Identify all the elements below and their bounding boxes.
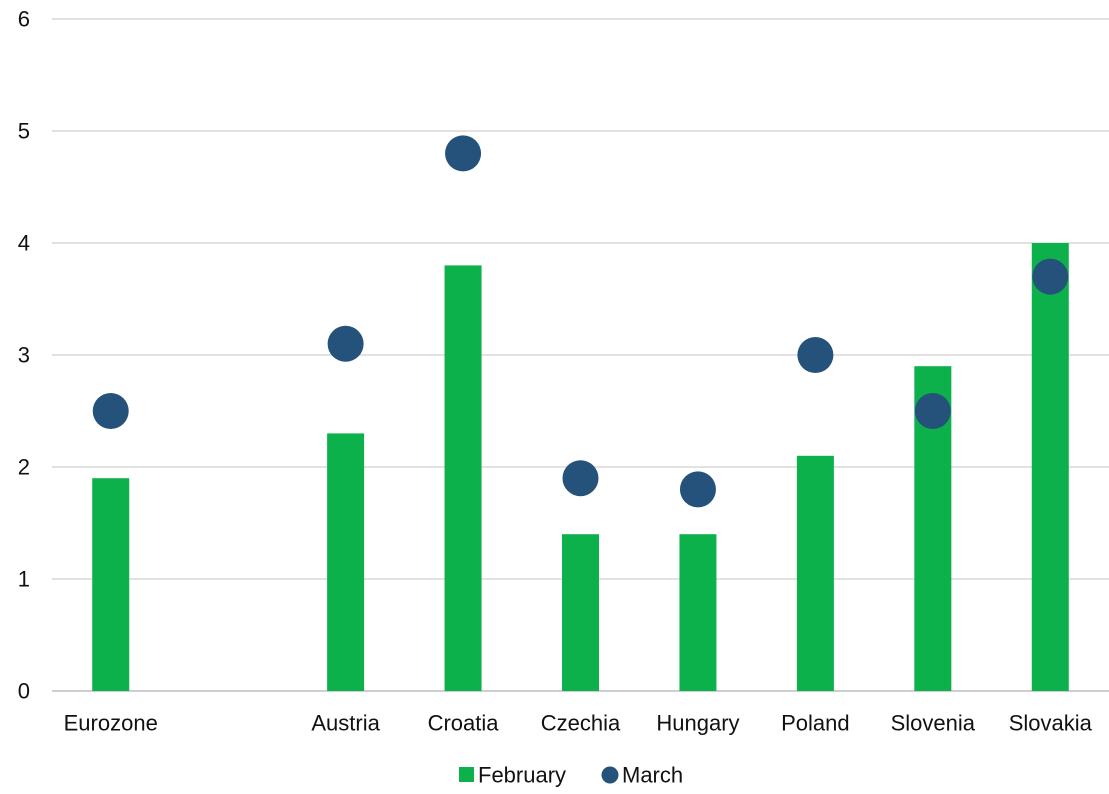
x-tick-label: Slovenia	[891, 711, 976, 736]
x-tick-label: Slovakia	[1009, 711, 1093, 736]
legend: February March	[459, 763, 683, 788]
x-tick-label: Poland	[781, 711, 850, 736]
y-tick-label: 5	[18, 119, 30, 144]
bar-february	[1031, 243, 1069, 691]
bar-february	[92, 478, 130, 691]
x-tick-label: Austria	[311, 711, 380, 736]
x-axis-ticks: Eurozone Austria Croatia Czechia Hungary Pola…	[64, 711, 1093, 736]
x-tick-label: Hungary	[656, 711, 739, 736]
point-march	[679, 471, 716, 508]
x-tick-label: Czechia	[541, 711, 621, 736]
point-march	[1032, 258, 1069, 295]
point-march	[914, 393, 951, 429]
y-tick-label: 0	[18, 679, 30, 704]
legend-swatch-march	[601, 766, 619, 784]
y-tick-label: 1	[18, 567, 30, 592]
bar-february	[444, 265, 482, 691]
y-tick-label: 4	[18, 231, 30, 256]
march-points	[92, 135, 1069, 508]
legend-label-february: February	[478, 763, 566, 788]
point-march	[797, 337, 834, 373]
point-march	[92, 393, 129, 429]
legend-label-march: March	[622, 763, 683, 788]
y-axis-ticks: 0 1 2 3 4 5 6	[18, 7, 30, 704]
y-tick-label: 6	[18, 7, 30, 32]
bar-february	[327, 433, 365, 691]
x-tick-label: Croatia	[428, 711, 500, 736]
y-tick-label: 3	[18, 343, 30, 368]
x-tick-label: Eurozone	[64, 711, 158, 736]
legend-swatch-february	[459, 767, 474, 782]
bar-february	[796, 455, 834, 691]
bar-february	[679, 534, 717, 691]
point-march	[562, 460, 599, 497]
point-march	[327, 325, 364, 362]
bar-february	[562, 534, 599, 691]
y-tick-label: 2	[18, 455, 30, 480]
point-march	[445, 135, 482, 172]
february-bars	[92, 243, 1069, 691]
